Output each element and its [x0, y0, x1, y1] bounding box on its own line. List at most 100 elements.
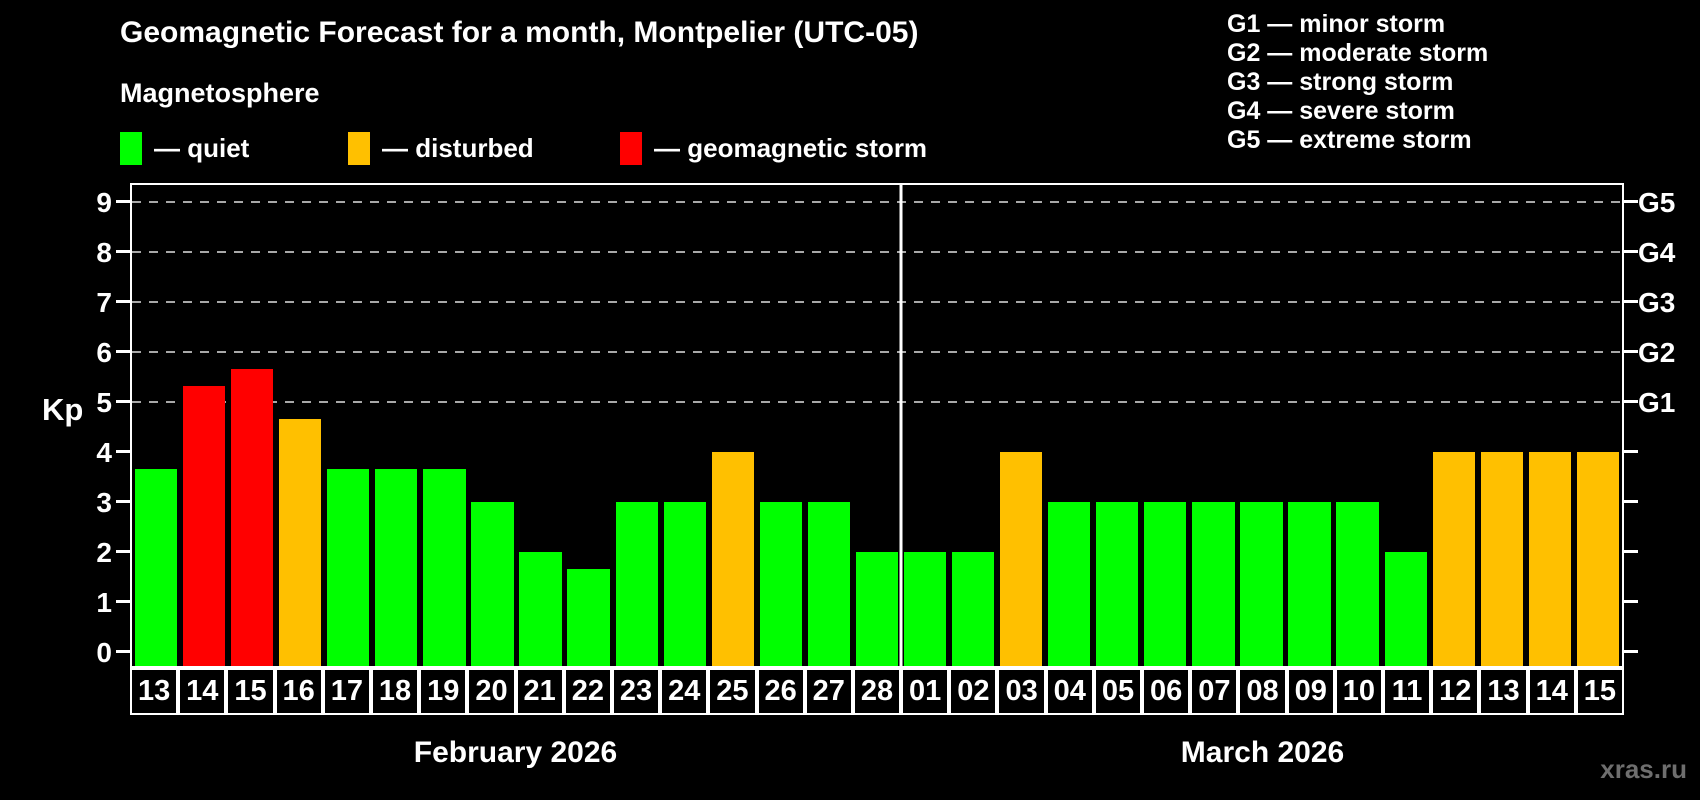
date-cell-15: 15: [1575, 668, 1624, 715]
date-cell-16: 16: [274, 668, 323, 715]
kp-tick-label-1: 1: [96, 587, 112, 618]
bar-slot: [276, 185, 324, 666]
chart-subtitle: Magnetosphere: [120, 78, 320, 108]
date-cell-03: 03: [997, 668, 1046, 715]
kp-bar-march-06: [1144, 502, 1187, 666]
date-cell-25: 25: [708, 668, 757, 715]
legend-label-disturbed: — disturbed: [382, 133, 534, 163]
kp-bar-march-02: [951, 552, 995, 666]
g-scale-line-1: G1 — minor storm: [1227, 10, 1446, 38]
legend-label-quiet: — quiet: [154, 133, 250, 163]
date-cell-17: 17: [322, 668, 371, 715]
bar-slot: [661, 185, 709, 666]
date-cell-20: 20: [467, 668, 516, 715]
kp-bar-february-25: [711, 452, 754, 666]
bar-slot: [1334, 185, 1382, 666]
date-cell-21: 21: [515, 668, 564, 715]
kp-axis-title: Kp: [42, 392, 84, 427]
date-cell-28: 28: [852, 668, 902, 715]
month-label-february: February 2026: [413, 736, 618, 769]
left-tick-kp6: [116, 350, 130, 353]
date-cell-13: 13: [1479, 668, 1528, 715]
date-cell-18: 18: [370, 668, 420, 715]
right-tick-kp8: [1624, 250, 1638, 253]
bar-slot: [324, 185, 372, 666]
date-cell-05: 05: [1093, 668, 1143, 715]
bar-slot: [1093, 185, 1141, 666]
bar-slot: [1574, 185, 1622, 666]
g-tick-label-G1: G1: [1638, 387, 1676, 418]
gridline-kp7: [132, 301, 1622, 303]
kp-bar-february-14: [182, 385, 226, 666]
g-tick-label-G4: G4: [1638, 237, 1676, 268]
kp-tick-label-0: 0: [96, 637, 112, 668]
bar-slot: [132, 185, 180, 666]
disturbed-swatch-icon: [348, 132, 370, 165]
date-cell-04: 04: [1045, 668, 1094, 715]
storm-swatch-icon: [620, 132, 642, 165]
date-cell-11: 11: [1383, 668, 1432, 715]
kp-bar-march-08: [1240, 502, 1283, 666]
legend-item-storm: — geomagnetic storm: [620, 132, 927, 165]
kp-bar-february-19: [423, 468, 466, 666]
kp-tick-label-4: 4: [96, 437, 112, 468]
bar-slot: [1286, 185, 1334, 666]
kp-tick-label-5: 5: [96, 387, 112, 418]
date-cell-01: 01: [901, 668, 950, 715]
date-cell-26: 26: [756, 668, 805, 715]
date-cell-14: 14: [178, 668, 227, 715]
bar-slot: [1526, 185, 1574, 666]
right-tick-kp0: [1624, 650, 1638, 653]
legend-label-storm: — geomagnetic storm: [654, 133, 928, 163]
kp-bar-february-17: [327, 468, 370, 666]
kp-tick-label-8: 8: [96, 237, 112, 268]
kp-bar-february-18: [375, 468, 418, 666]
date-cell-12: 12: [1431, 668, 1480, 715]
kp-tick-label-6: 6: [96, 337, 112, 368]
bar-slot: [1478, 185, 1526, 666]
bar-slot: [997, 185, 1045, 666]
month-divider-line: [899, 185, 903, 666]
g-tick-label-G3: G3: [1638, 287, 1676, 318]
bar-slot: [180, 185, 228, 666]
g-scale-line-5: G5 — extreme storm: [1227, 126, 1472, 154]
gridline-kp6: [132, 351, 1622, 353]
kp-bar-march-11: [1384, 552, 1427, 666]
right-tick-kp4: [1624, 450, 1638, 453]
gridline-kp9: [132, 201, 1622, 203]
plot-area: [116, 183, 1638, 668]
date-axis: 13 14 15 16 17 18 19 20 21 22 23 24 25 26 27 28 01 02 03 04…: [130, 668, 1624, 715]
bar-slot: [901, 185, 949, 666]
bar-slot: [565, 185, 613, 666]
left-tick-kp8: [116, 250, 130, 253]
g-scale-line-3: G3 — strong storm: [1227, 68, 1454, 96]
right-tick-kp6: [1624, 350, 1638, 353]
gridline-kp8: [132, 251, 1622, 253]
kp-bar-february-21: [519, 552, 562, 666]
g-tick-label-G5: G5: [1638, 187, 1676, 218]
kp-bar-february-15: [231, 368, 274, 666]
kp-bar-march-14: [1528, 452, 1571, 666]
left-tick-kp5: [116, 400, 130, 403]
kp-bar-march-03: [1000, 452, 1043, 666]
right-tick-kp1: [1624, 600, 1638, 603]
left-tick-kp1: [116, 600, 130, 603]
kp-bar-february-16: [279, 418, 322, 666]
left-tick-kp2: [116, 550, 130, 553]
bar-slot: [805, 185, 853, 666]
kp-bar-march-05: [1096, 502, 1139, 666]
g-scale-line-2: G2 — moderate storm: [1227, 39, 1489, 67]
bar-slot: [613, 185, 661, 666]
watermark: xras.ru: [1600, 754, 1687, 784]
bar-slot: [228, 185, 276, 666]
g-scale-legend: G1 — minor storm G2 — moderate storm G3 — …: [1227, 10, 1488, 155]
date-cell-07: 07: [1190, 668, 1239, 715]
date-cell-06: 06: [1142, 668, 1191, 715]
kp-bar-march-10: [1336, 502, 1379, 666]
bar-slot: [709, 185, 757, 666]
kp-tick-label-9: 9: [96, 187, 112, 218]
bar-slot: [1141, 185, 1189, 666]
date-cell-08: 08: [1238, 668, 1287, 715]
bar-slot: [420, 185, 468, 666]
